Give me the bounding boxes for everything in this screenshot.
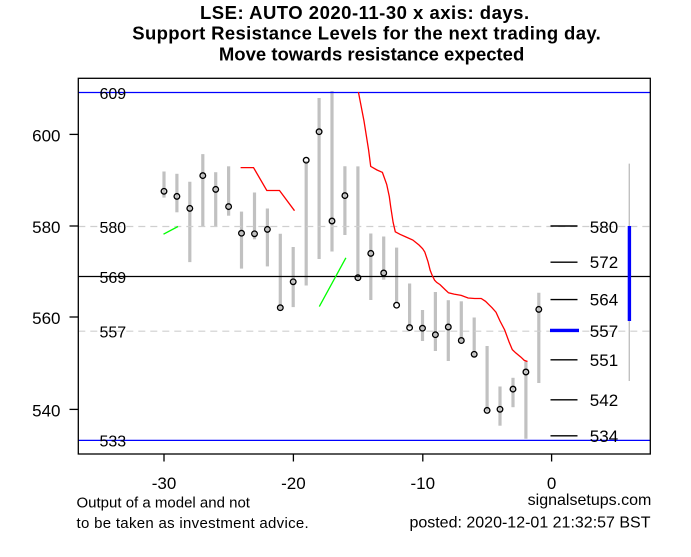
svg-text:551: 551 [590, 351, 618, 370]
svg-text:600: 600 [32, 126, 60, 145]
svg-text:-20: -20 [281, 474, 306, 493]
svg-text:557: 557 [100, 325, 127, 342]
svg-text:580: 580 [32, 218, 60, 237]
svg-text:posted: 2020-12-01 21:32:57 BS: posted: 2020-12-01 21:32:57 BST [409, 515, 650, 532]
svg-text:542: 542 [590, 391, 618, 410]
svg-text:609: 609 [100, 86, 127, 103]
svg-text:540: 540 [32, 401, 60, 420]
svg-text:Output of a model and not: Output of a model and not [77, 494, 251, 511]
svg-text:580: 580 [100, 220, 127, 237]
svg-text:557: 557 [590, 322, 618, 341]
svg-text:signalsetups.com: signalsetups.com [528, 492, 652, 509]
svg-text:-30: -30 [152, 474, 177, 493]
svg-text:LSE: AUTO 2020-11-30 x axis: d: LSE: AUTO 2020-11-30 x axis: days. [200, 2, 530, 23]
svg-text:534: 534 [590, 427, 618, 446]
svg-text:-10: -10 [411, 474, 436, 493]
svg-text:Support Resistance Levels for: Support Resistance Levels for the next t… [132, 23, 601, 44]
svg-text:560: 560 [32, 309, 60, 328]
svg-text:to be taken as investment advi: to be taken as investment advice. [77, 515, 310, 532]
svg-text:533: 533 [100, 434, 127, 451]
svg-text:580: 580 [590, 218, 618, 237]
svg-text:Move towards resistance expect: Move towards resistance expected [219, 43, 524, 64]
svg-text:569: 569 [100, 270, 127, 287]
svg-text:572: 572 [590, 253, 618, 272]
svg-text:564: 564 [590, 291, 618, 310]
svg-text:0: 0 [547, 474, 556, 493]
